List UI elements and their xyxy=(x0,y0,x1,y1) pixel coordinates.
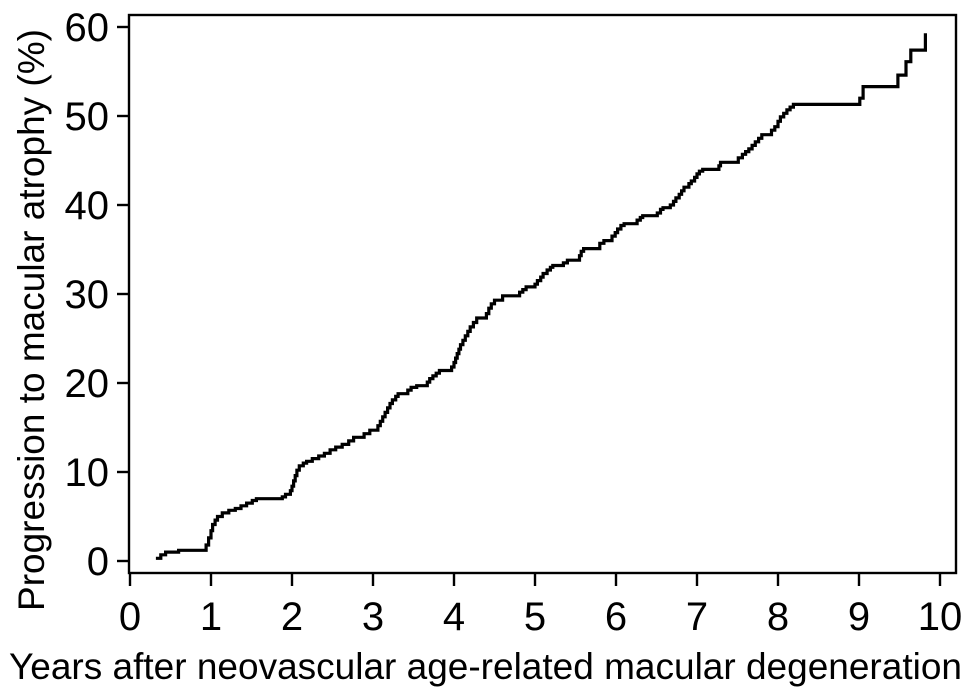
x-tick-label: 9 xyxy=(848,595,870,639)
y-tick-label: 60 xyxy=(65,6,110,50)
x-tick-label: 4 xyxy=(443,595,465,639)
y-tick-label: 50 xyxy=(65,95,110,139)
x-tick-label: 2 xyxy=(281,595,303,639)
x-tick-label: 7 xyxy=(686,595,708,639)
x-axis-title: Years after neovascular age-related macu… xyxy=(8,646,962,687)
plot-frame xyxy=(127,13,958,575)
x-tick-label: 0 xyxy=(119,595,141,639)
x-tick-label: 10 xyxy=(918,595,963,639)
survival-step-curve xyxy=(155,33,927,560)
x-tick-label: 8 xyxy=(767,595,789,639)
x-tick-label: 1 xyxy=(200,595,222,639)
y-tick-label: 30 xyxy=(65,273,110,317)
x-tick-label: 3 xyxy=(362,595,384,639)
y-tick-label: 40 xyxy=(65,184,110,228)
y-tick-label: 20 xyxy=(65,362,110,406)
x-tick-label: 5 xyxy=(524,595,546,639)
y-tick-label: 0 xyxy=(87,540,109,584)
x-tick-label: 6 xyxy=(605,595,627,639)
y-tick-label: 10 xyxy=(65,451,110,495)
